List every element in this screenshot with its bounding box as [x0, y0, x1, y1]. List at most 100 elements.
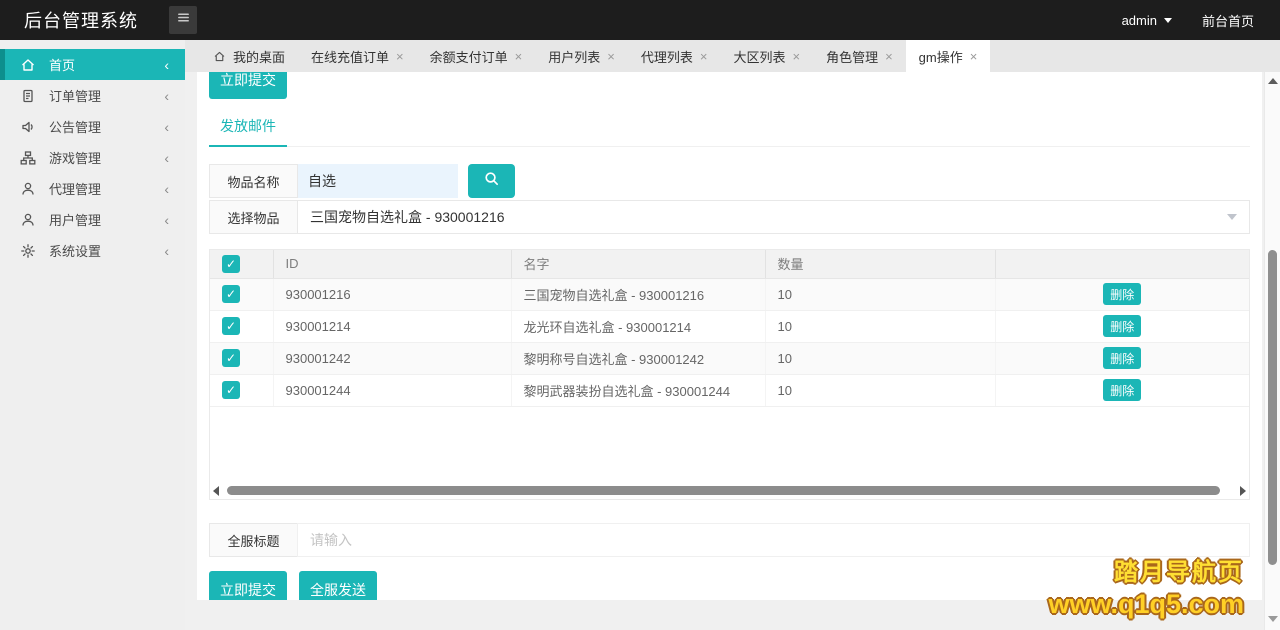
user-menu[interactable]: admin [1122, 13, 1172, 28]
submit-button[interactable]: 立即提交 [209, 571, 287, 600]
select-item-label: 选择物品 [209, 200, 298, 234]
table-row: 930001244 黎明武器装扮自选礼盒 - 930001244 10 删除 [210, 374, 1249, 407]
row-qty: 10 [765, 342, 996, 375]
submit-button-top[interactable]: 立即提交 [209, 72, 287, 99]
delete-button[interactable]: 删除 [1103, 315, 1142, 337]
broadcast-title-input[interactable] [297, 523, 1250, 557]
gear-icon [20, 243, 36, 259]
tab-close-icon[interactable] [970, 50, 978, 63]
col-header-id: ID [273, 250, 512, 279]
tab-bar: 我的桌面 在线充值订单 余额支付订单 用户列表 [185, 40, 1280, 72]
sidebar-toggle-button[interactable] [169, 6, 197, 34]
tab[interactable]: 代理列表 [628, 40, 721, 72]
item-name-input[interactable] [298, 164, 458, 198]
hamburger-icon [176, 10, 191, 30]
tab-send-mail[interactable]: 发放邮件 [209, 107, 287, 147]
document-icon [20, 88, 36, 104]
table-header-row: ID 名字 数量 [210, 250, 1249, 279]
col-header-qty: 数量 [765, 250, 996, 279]
row-checkbox[interactable] [222, 285, 240, 303]
tab-label: gm操作 [918, 49, 963, 65]
tab-label: 代理列表 [640, 49, 693, 65]
horizontal-scrollbar[interactable] [213, 485, 1246, 496]
chevron-left-icon [164, 58, 169, 72]
tab[interactable]: 余额支付订单 [417, 40, 536, 72]
tab[interactable]: 我的桌面 [200, 40, 298, 72]
tab-close-icon[interactable] [700, 50, 708, 63]
table-row: 930001242 黎明称号自选礼盒 - 930001242 10 删除 [210, 342, 1249, 375]
tab-label: 用户列表 [548, 49, 601, 65]
content-panel: 立即提交 发放邮件 物品名称 选择物品 三国宠物自选礼盒 - 930001216 [197, 72, 1262, 600]
chevron-left-icon [164, 244, 169, 258]
chevron-left-icon [164, 120, 169, 134]
select-all-checkbox[interactable] [222, 254, 240, 273]
tab-label: 我的桌面 [233, 49, 286, 65]
row-qty: 10 [765, 374, 996, 407]
sidebar: 首页 订单管理 公告管理 游戏管理 代理 [0, 40, 185, 630]
tab[interactable]: gm操作 [905, 40, 991, 72]
vertical-scroll-thumb[interactable] [1268, 250, 1277, 565]
chevron-down-icon [1163, 17, 1172, 23]
row-checkbox[interactable] [222, 317, 240, 335]
tab-close-icon[interactable] [885, 50, 893, 63]
tab-label: 大区列表 [733, 49, 786, 65]
row-checkbox[interactable] [222, 381, 240, 399]
search-icon [483, 170, 500, 192]
delete-button[interactable]: 删除 [1103, 379, 1142, 401]
col-header-name: 名字 [511, 250, 766, 279]
tab-close-icon[interactable] [396, 50, 404, 63]
tab[interactable]: 角色管理 [813, 40, 906, 72]
sidebar-item[interactable]: 游戏管理 [0, 142, 185, 173]
tab[interactable]: 用户列表 [535, 40, 628, 72]
chevron-left-icon [164, 213, 169, 227]
chevron-down-icon [1227, 214, 1237, 220]
broadcast-title-label: 全服标题 [209, 523, 298, 557]
scroll-left-icon[interactable] [213, 485, 219, 496]
user-name: admin [1121, 12, 1157, 28]
sidebar-item[interactable]: 系统设置 [0, 235, 185, 266]
sidebar-item[interactable]: 订单管理 [0, 80, 185, 111]
scroll-up-icon[interactable] [1268, 78, 1278, 84]
chevron-left-icon [164, 89, 169, 103]
tab-close-icon[interactable] [607, 50, 615, 63]
vertical-scrollbar[interactable] [1264, 72, 1280, 630]
sidebar-item-label: 订单管理 [49, 89, 102, 104]
tab-label: 在线充值订单 [311, 49, 390, 65]
search-button[interactable] [468, 164, 515, 198]
item-name-label: 物品名称 [209, 164, 298, 198]
front-home-link[interactable]: 前台首页 [1201, 13, 1254, 29]
tab[interactable]: 在线充值订单 [298, 40, 417, 72]
sidebar-item[interactable]: 公告管理 [0, 111, 185, 142]
user-icon [20, 181, 36, 197]
tab-close-icon[interactable] [792, 50, 800, 63]
row-id: 930001216 [273, 278, 512, 311]
sidebar-item-label: 系统设置 [49, 244, 102, 259]
tab-close-icon[interactable] [515, 50, 523, 63]
delete-button[interactable]: 删除 [1103, 283, 1142, 305]
sidebar-item[interactable]: 代理管理 [0, 173, 185, 204]
tab-label: 余额支付订单 [429, 49, 508, 65]
row-name: 黎明称号自选礼盒 - 930001242 [511, 342, 766, 375]
item-select-value: 三国宠物自选礼盒 - 930001216 [310, 209, 505, 225]
scroll-down-icon[interactable] [1268, 616, 1278, 622]
scroll-right-icon[interactable] [1240, 485, 1246, 496]
speaker-icon [20, 119, 36, 135]
row-qty: 10 [765, 310, 996, 343]
row-id: 930001244 [273, 374, 512, 407]
sitemap-icon [20, 150, 36, 166]
sidebar-item-label: 用户管理 [49, 213, 102, 228]
row-checkbox[interactable] [222, 349, 240, 367]
horizontal-scroll-thumb[interactable] [227, 486, 1220, 495]
tab[interactable]: 大区列表 [720, 40, 813, 72]
item-select[interactable]: 三国宠物自选礼盒 - 930001216 [297, 200, 1250, 234]
sidebar-item-label: 首页 [49, 58, 76, 73]
send-all-button[interactable]: 全服发送 [299, 571, 377, 600]
app-title: 后台管理系统 [24, 11, 138, 31]
sidebar-item-label: 游戏管理 [49, 151, 102, 166]
row-id: 930001214 [273, 310, 512, 343]
col-header-action [995, 250, 1249, 279]
row-qty: 10 [765, 278, 996, 311]
sidebar-item[interactable]: 首页 [0, 49, 185, 80]
delete-button[interactable]: 删除 [1103, 347, 1142, 369]
sidebar-item[interactable]: 用户管理 [0, 204, 185, 235]
